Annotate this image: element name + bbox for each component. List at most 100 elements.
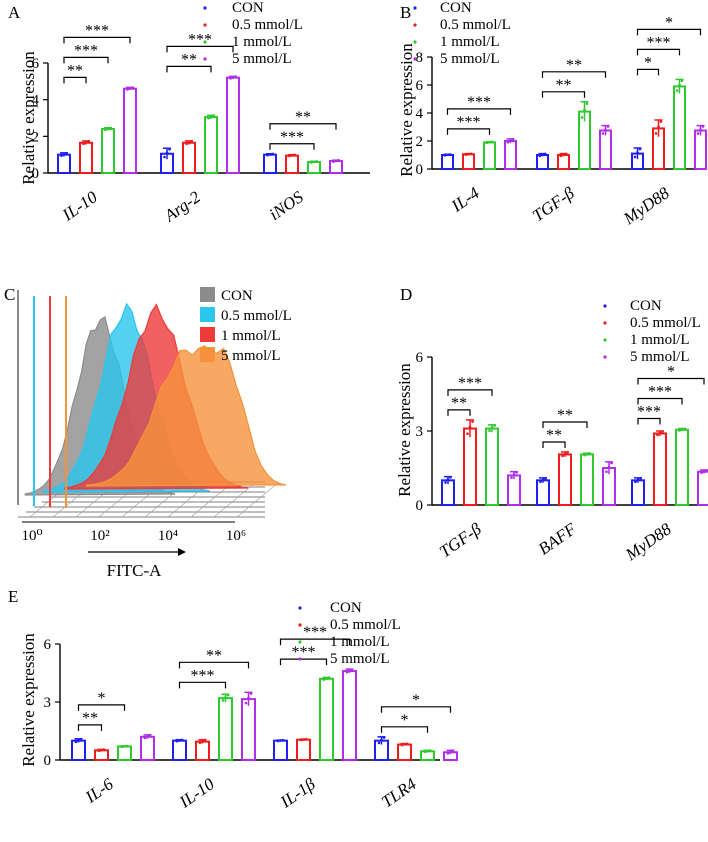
depth-line [213,481,257,518]
significance-label: * [665,14,673,31]
legend-label: 5 mmol/L [630,349,690,365]
bar [504,140,517,170]
data-point [84,141,88,144]
significance-label: * [644,54,652,71]
significance-label: ** [566,57,582,74]
y-tick-label: 0 [32,166,40,182]
data-point [128,87,132,90]
data-point [109,126,112,130]
data-point [268,153,272,156]
data-point [293,153,296,157]
data-point [485,141,489,145]
data-point [604,128,607,131]
significance-label: *** [637,404,661,421]
legend-label: CON [232,0,264,16]
significance-label: ** [556,77,572,94]
category-label: TGF-β [529,183,578,225]
data-point [60,154,63,158]
significance-bracket [63,76,87,84]
legend-marker [298,606,302,610]
significance-label: *** [188,31,212,48]
data-point [658,431,662,435]
significance-label: ** [206,647,222,664]
category-label: IL-6 [81,774,117,807]
legend-marker [603,355,607,359]
data-point [327,676,331,680]
data-point [490,140,494,144]
bar [182,141,196,174]
legend-marker [203,40,207,44]
data-point [656,433,659,437]
legend-label: 5 mmol/L [330,651,390,667]
data-point [636,151,639,154]
category-label: TLR4 [378,774,420,812]
significance-label: *** [467,94,491,111]
data-point [562,153,565,157]
legend-marker [603,321,607,325]
data-point [696,132,700,135]
legend-marker [203,6,207,10]
legend-label: CON [221,288,253,304]
data-point [701,125,705,128]
bar [71,739,86,762]
data-point [633,155,637,159]
data-point [106,127,110,131]
legend-label: 1 mmol/L [221,328,281,344]
data-point [187,141,191,144]
bar [536,479,550,507]
category-label: BAFF [535,519,580,559]
significance-bracket [269,143,315,150]
significance-label: *** [458,375,482,392]
data-point [148,733,152,737]
data-point [125,744,129,748]
bar [694,129,707,170]
data-point [175,739,179,743]
legend-marker [413,23,417,27]
data-point [654,132,658,135]
bar [483,141,496,170]
data-point [325,677,328,680]
y-axis-label: Relative expression [395,363,414,497]
significance-label: * [667,364,675,381]
data-point [310,161,313,164]
category-label: IL-4 [447,183,483,216]
data-point [104,128,107,132]
data-point [304,737,308,741]
data-point [444,481,447,484]
data-point [466,432,469,436]
bar [57,153,71,175]
bar [673,85,686,170]
significance-bracket [166,65,212,73]
category-label: Arg-2 [160,187,204,226]
data-point [226,693,230,697]
data-point [62,153,66,156]
data-point [312,160,316,164]
y-axis-label: Relative expression [397,43,416,177]
y-tick-label: 4 [416,106,424,122]
significance-bracket [77,704,126,711]
data-point [488,429,491,433]
data-point [87,139,90,143]
data-point [126,88,129,91]
bar [296,738,311,762]
significance-label: ** [557,407,573,424]
significance-bracket [77,724,103,731]
bar [599,129,612,170]
bar [558,453,572,506]
legend-label: 0.5 mmol/L [232,17,303,33]
legend-label: 0.5 mmol/L [630,315,701,331]
data-point [334,159,338,163]
data-point [281,738,285,742]
significance-bracket [542,421,588,428]
data-point [585,102,589,106]
bar [273,739,288,762]
legend-label: 5 mmol/L [440,51,500,67]
legend-marker [603,304,607,308]
significance-label: * [98,690,106,707]
data-point [680,79,684,83]
legend-label: 0.5 mmol/L [440,17,511,33]
legend-marker [298,623,302,627]
data-point [606,125,610,128]
data-point [229,77,232,80]
